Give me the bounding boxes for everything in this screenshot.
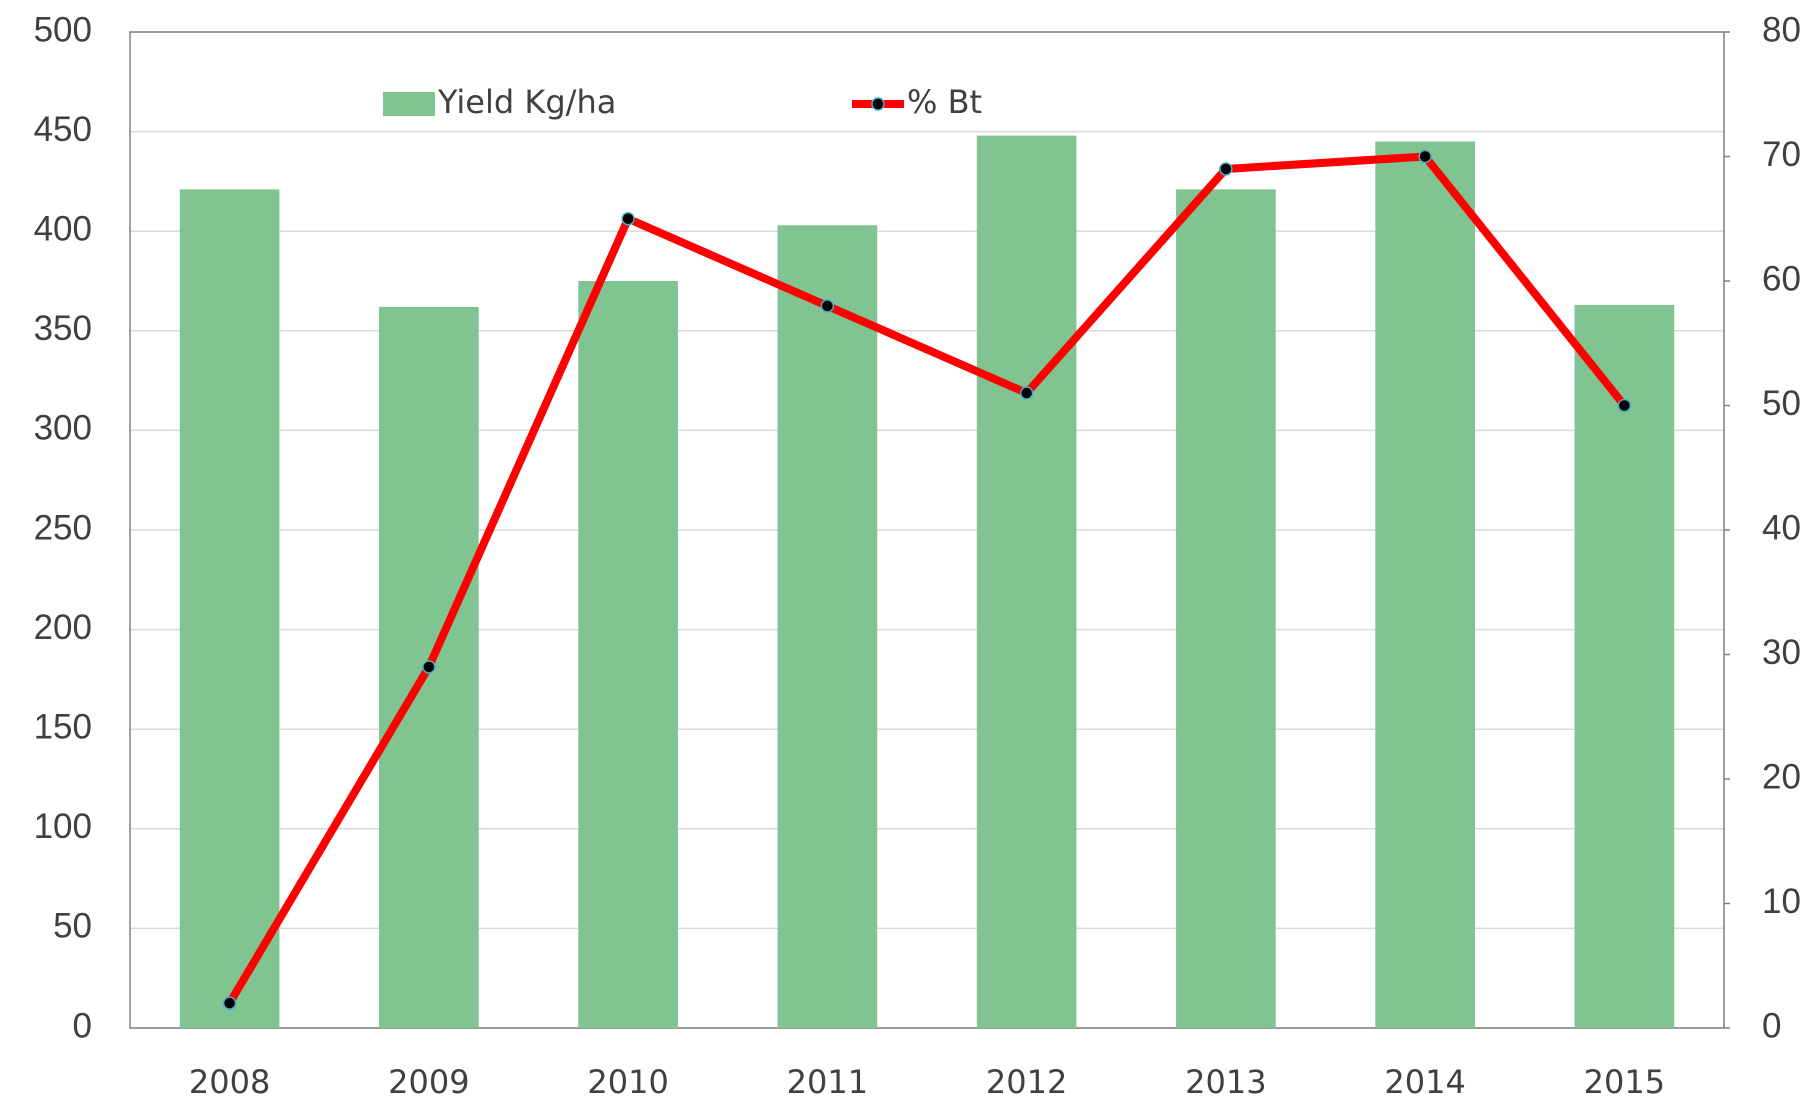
legend-marker	[871, 97, 885, 111]
bar	[777, 225, 878, 1028]
x-tick-label: 2013	[1185, 1063, 1266, 1101]
line-point	[1219, 162, 1233, 176]
y2-tick-label: 20	[1762, 757, 1801, 796]
legend-label: Yield Kg/ha	[437, 83, 616, 121]
y-tick-label: 350	[34, 309, 92, 348]
line-point	[1019, 386, 1034, 400]
y2-tick-label: 70	[1762, 135, 1801, 174]
line-point	[820, 299, 835, 313]
y-tick-label: 450	[34, 110, 92, 149]
y-tick-label: 250	[34, 508, 92, 547]
x-tick-label: 2009	[388, 1063, 469, 1101]
y-tick-label: 0	[73, 1006, 92, 1045]
y2-tick-label: 80	[1762, 10, 1801, 49]
y2-tick-label: 10	[1762, 882, 1801, 921]
y-tick-label: 300	[34, 409, 92, 448]
bar	[578, 281, 678, 1028]
y-tick-label: 100	[34, 807, 92, 846]
y2-tick-label: 0	[1762, 1006, 1781, 1045]
x-tick-label: 2015	[1584, 1063, 1665, 1101]
y-tick-label: 400	[34, 209, 92, 248]
line-point	[1418, 149, 1432, 164]
plot-frame	[129, 31, 1725, 1029]
bar	[976, 135, 1077, 1029]
y2-tick-label: 40	[1762, 508, 1801, 547]
x-tick-label: 2012	[986, 1063, 1067, 1101]
x-tick-label: 2011	[787, 1063, 868, 1101]
y2-tick-label: 30	[1762, 633, 1801, 672]
line	[226, 152, 1628, 1006]
x-tick-label: 2008	[189, 1063, 270, 1101]
line-point	[422, 660, 436, 674]
y-tick-label: 200	[34, 608, 92, 647]
legend-swatch	[383, 92, 435, 116]
y-tick-label: 50	[53, 907, 92, 946]
x-tick-label: 2014	[1384, 1063, 1465, 1101]
bar	[179, 189, 280, 1029]
x-tick-label: 2010	[587, 1063, 668, 1101]
bar	[1375, 141, 1475, 1028]
line-point	[1617, 398, 1632, 413]
legend-label: % Bt	[907, 83, 982, 121]
bar	[1176, 189, 1276, 1029]
bar	[1574, 304, 1675, 1028]
y-tick-label: 500	[34, 10, 92, 49]
y2-tick-label: 50	[1762, 384, 1801, 423]
line-point	[621, 212, 635, 226]
y-tick-label: 150	[34, 707, 92, 746]
line-point	[222, 996, 237, 1010]
y2-tick-label: 60	[1762, 259, 1801, 298]
